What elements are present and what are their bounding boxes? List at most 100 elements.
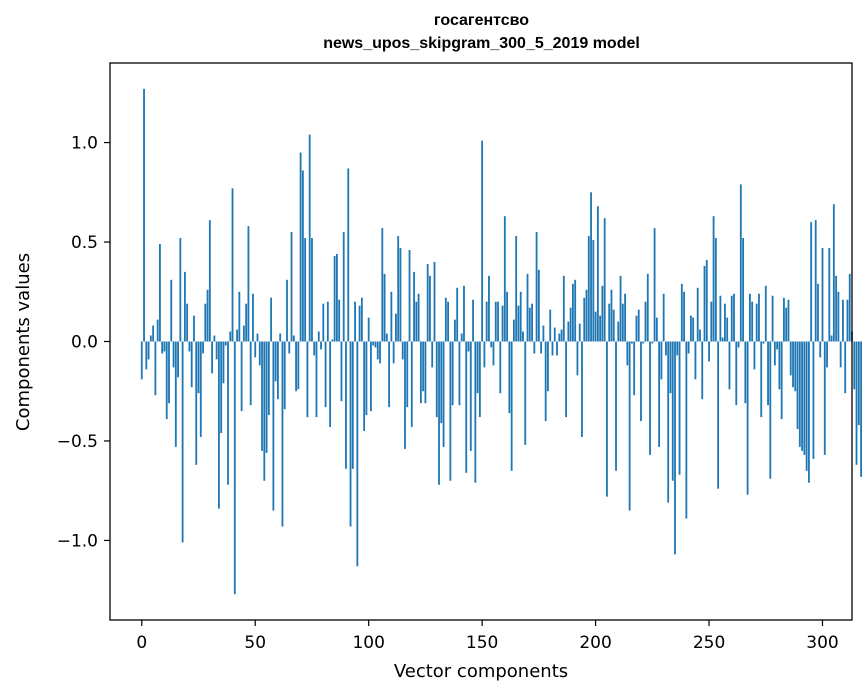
bar-229: [660, 341, 663, 380]
bar-312: [848, 273, 851, 342]
bar-6: [154, 341, 157, 396]
bar-88: [340, 341, 343, 402]
bar-301: [823, 341, 826, 455]
bar-85: [333, 255, 336, 342]
bar-207: [610, 289, 613, 342]
bar-141: [460, 333, 463, 342]
bar-50: [254, 341, 257, 358]
bar-102: [372, 341, 375, 346]
bar-311: [846, 299, 849, 342]
bar-109: [388, 341, 391, 408]
bar-247: [701, 341, 704, 400]
bar-125: [424, 341, 427, 404]
bar-221: [642, 341, 645, 344]
bar-79: [320, 341, 322, 350]
bar-218: [635, 315, 638, 342]
bar-210: [617, 321, 620, 342]
bar-152: [485, 301, 488, 342]
bar-49: [252, 293, 254, 342]
bar-282: [780, 341, 783, 420]
bar-246: [699, 329, 701, 342]
bar-97: [360, 297, 363, 342]
bar-143: [465, 341, 468, 473]
bar-20: [186, 303, 189, 342]
bar-243: [692, 317, 695, 342]
bar-236: [676, 341, 679, 356]
bar-124: [422, 341, 425, 392]
bar-238: [680, 283, 683, 342]
y-tick-label: 1.0: [71, 134, 98, 154]
bar-202: [599, 315, 602, 342]
bar-171: [528, 307, 531, 342]
bar-196: [585, 289, 588, 342]
bar-268: [748, 293, 751, 342]
bar-188: [567, 321, 570, 342]
bar-275: [764, 285, 767, 342]
bar-56: [267, 341, 270, 416]
bar-274: [762, 341, 765, 344]
bar-34: [218, 341, 220, 509]
bar-13: [170, 279, 173, 342]
bar-177: [542, 325, 545, 342]
bar-108: [385, 333, 388, 342]
bar-113: [397, 236, 400, 342]
bar-203: [601, 285, 604, 342]
bar-136: [449, 341, 452, 481]
bar-176: [540, 341, 543, 354]
bar-283: [783, 297, 785, 342]
bar-277: [769, 341, 772, 479]
x-axis-label: Vector components: [394, 661, 568, 682]
bar-242: [689, 315, 692, 342]
y-tick-label: 0.5: [71, 233, 98, 253]
bar-19: [183, 271, 186, 342]
bar-11: [165, 341, 168, 420]
bar-235: [674, 341, 676, 555]
y-tick-label: 0.0: [71, 333, 98, 353]
bar-224: [649, 341, 651, 455]
bar-267: [746, 341, 749, 495]
bar-228: [658, 341, 661, 447]
bar-94: [354, 301, 356, 342]
bar-1: [143, 88, 145, 342]
bar-145: [469, 341, 472, 451]
bar-183: [556, 341, 558, 356]
bar-46: [245, 303, 248, 342]
bar-155: [492, 341, 495, 366]
bar-149: [478, 341, 481, 418]
bar-305: [832, 204, 835, 342]
bar-161: [506, 291, 509, 342]
bar-184: [558, 333, 561, 342]
bar-234: [671, 341, 674, 481]
bar-264: [739, 184, 742, 342]
bar-135: [447, 301, 450, 342]
bar-295: [810, 222, 813, 342]
bar-190: [571, 283, 574, 342]
bar-0: [140, 341, 143, 380]
bar-92: [349, 341, 352, 527]
bar-298: [817, 283, 819, 342]
bar-194: [581, 341, 583, 437]
bar-78: [317, 331, 320, 342]
bar-178: [544, 341, 547, 422]
bar-93: [351, 341, 354, 469]
bar-87: [338, 299, 341, 342]
bar-45: [242, 325, 245, 342]
bar-303: [828, 248, 831, 342]
bar-18: [181, 341, 184, 543]
bar-306: [835, 275, 838, 342]
bar-296: [812, 341, 815, 459]
bar-129: [433, 261, 436, 342]
bar-72: [304, 238, 307, 342]
bar-290: [798, 341, 801, 447]
bar-212: [621, 303, 624, 342]
bar-309: [842, 299, 844, 342]
bar-287: [792, 341, 794, 388]
bar-130: [435, 341, 438, 418]
bar-21: [188, 341, 191, 352]
bar-153: [488, 275, 490, 342]
bar-289: [796, 341, 799, 430]
bar-54: [263, 341, 266, 481]
bar-39: [229, 331, 232, 342]
bar-219: [637, 309, 640, 342]
